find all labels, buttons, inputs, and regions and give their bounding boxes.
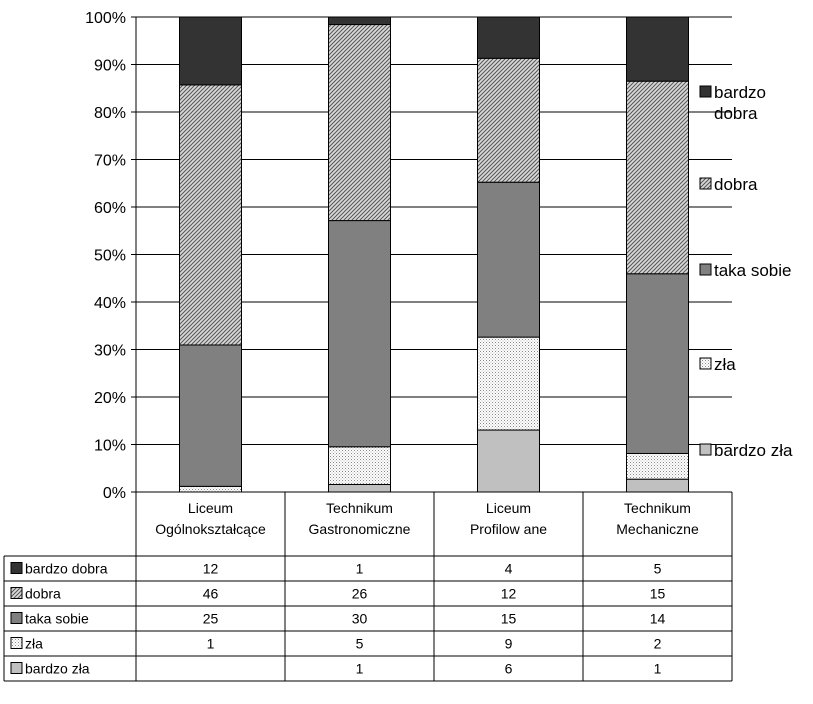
table-cell: 1: [654, 661, 662, 677]
legend-swatch-taka-sobie: [699, 263, 712, 276]
table-cell: 1: [356, 661, 364, 677]
y-tick-label: 10%: [94, 438, 126, 455]
table-cell: 6: [505, 661, 513, 677]
y-tick-label: 40%: [94, 295, 126, 312]
bar-segment-bardzo-zła: [477, 429, 540, 493]
table-row-label: bardzo zła: [25, 661, 90, 677]
table-row-swatch-bardzo-zła: [10, 662, 23, 674]
y-tick-label: 60%: [94, 200, 126, 217]
table-row-label: taka sobie: [25, 611, 89, 627]
y-tick-label: 90%: [94, 58, 126, 75]
legend-label-zła: zła: [714, 355, 736, 374]
table-cell: 9: [505, 636, 513, 652]
table-row-label: bardzo dobra: [25, 561, 108, 577]
table-cell: 14: [650, 611, 666, 627]
y-tick-label: 20%: [94, 390, 126, 407]
y-tick-label: 0%: [103, 485, 126, 502]
table-cell: 30: [352, 611, 368, 627]
bars: [179, 16, 689, 493]
y-tick-label: 70%: [94, 153, 126, 170]
bar-segment-zła: [626, 452, 689, 480]
table-row-swatch-taka-sobie: [10, 612, 23, 624]
bar-segment-taka-sobie: [328, 220, 391, 448]
table-cell: 1: [356, 561, 364, 577]
bar-segment-bardzo-dobra: [179, 16, 242, 86]
table-cell: 26: [352, 586, 368, 602]
bar-segment-bardzo-dobra: [626, 16, 689, 82]
category-label: Mechaniczne: [616, 521, 699, 537]
bar-segment-taka-sobie: [626, 273, 689, 454]
table-cell: 1: [207, 636, 215, 652]
bar-segment-bardzo-zła: [328, 483, 391, 493]
table-cell: 4: [505, 561, 513, 577]
bar-segment-zła: [179, 485, 242, 493]
bar-segment-dobra: [179, 84, 242, 346]
table-cell: 2: [654, 636, 662, 652]
bar-segment-dobra: [626, 80, 689, 275]
y-axis-ticks: 0% 10% 20% 30% 40% 50% 60% 70% 80% 90% 100%: [85, 10, 126, 502]
bar-segment-taka-sobie: [477, 181, 540, 338]
table-row-swatch-bardzo-dobra: [10, 562, 23, 574]
category-label: Technikum: [624, 500, 691, 516]
table-cell: 12: [501, 586, 517, 602]
y-tick-label: 50%: [94, 248, 126, 265]
category-label: Profilow ane: [470, 521, 547, 537]
bar-segment-dobra: [328, 24, 391, 222]
legend-label-bardzo-zła: bardzo zła: [714, 441, 793, 460]
legend-swatch-bardzo-dobra: [699, 85, 712, 98]
table-row-swatch-dobra: [10, 587, 23, 599]
axes: [131, 16, 137, 493]
table-cell: 15: [650, 586, 666, 602]
legend-label-taka-sobie: taka sobie: [714, 261, 792, 280]
category-label: Liceum: [188, 500, 233, 516]
legend-swatch-dobra: [699, 177, 712, 190]
table-cell: 15: [501, 611, 517, 627]
category-label: Ogólnokształcące: [155, 521, 266, 537]
bar-segment-dobra: [477, 57, 540, 183]
table-row-swatch-zła: [10, 637, 23, 649]
bar-segment-bardzo-dobra: [477, 16, 540, 59]
data-table: Liceum Ogólnokształcące Technikum Gastronom…: [3, 491, 733, 682]
table-cell: 5: [654, 561, 662, 577]
legend-label-bardzo-dobra: dobra: [714, 104, 758, 123]
y-tick-label: 100%: [85, 10, 126, 27]
table-cell: 25: [203, 611, 219, 627]
legend-label-bardzo-dobra: bardzo: [714, 83, 766, 102]
bar-segment-zła: [477, 336, 540, 431]
table-cell: 46: [203, 586, 219, 602]
y-tick-label: 30%: [94, 343, 126, 360]
legend-label-dobra: dobra: [714, 175, 758, 194]
bar-segment-taka-sobie: [179, 344, 242, 487]
category-label: Technikum: [326, 500, 393, 516]
table-cell: 12: [203, 561, 219, 577]
table-row-label: zła: [25, 636, 43, 652]
bar-segment-zła: [328, 446, 391, 485]
legend-swatch-bardzo-zła: [699, 443, 712, 456]
table-row-label: dobra: [25, 586, 61, 602]
bar-segment-bardzo-dobra: [328, 16, 391, 26]
y-tick-label: 80%: [94, 105, 126, 122]
table-cell: 5: [356, 636, 364, 652]
bar-segment-bardzo-zła: [626, 478, 689, 493]
category-label: Liceum: [486, 500, 531, 516]
legend: bardzo dobra dobra taka sobie zła bardzo zła: [699, 83, 793, 460]
category-label: Gastronomiczne: [309, 521, 411, 537]
legend-swatch-zła: [699, 357, 712, 370]
